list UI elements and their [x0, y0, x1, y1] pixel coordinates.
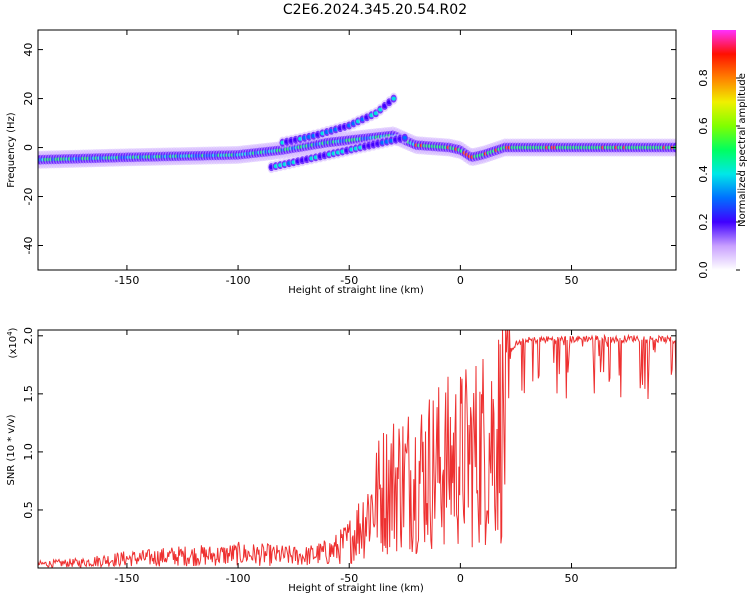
- x-tick-label: -100: [226, 572, 251, 585]
- x-tick-label: 0: [457, 274, 464, 287]
- y-tick-label: 0: [22, 144, 35, 151]
- y-tick-label: 2.0: [22, 327, 35, 345]
- y-scale-label: (x104): [6, 327, 19, 358]
- colorbar-tick-label: 0.2: [697, 213, 710, 231]
- top-plot-frame: [37, 29, 677, 271]
- snr-series-line: [38, 330, 676, 568]
- bottom-y-axis-label: SNR (10 * v/v): [6, 414, 17, 485]
- colorbar: [712, 30, 736, 270]
- top-plot-axes: -150 -100 -50 0 50 -40 -20 0 20 40: [22, 30, 676, 287]
- y-tick-label: -20: [22, 188, 35, 206]
- colorbar-tick-label: 0.4: [697, 165, 710, 183]
- y-tick-label: 1.0: [22, 443, 35, 461]
- colorbar-tick-label: 0.6: [697, 117, 710, 135]
- bottom-plot-frame: [37, 329, 677, 569]
- x-tick-label: -100: [226, 274, 251, 287]
- snr-plot-area: [38, 330, 676, 568]
- x-tick-label: -150: [114, 572, 139, 585]
- colorbar-tick-label: 0.8: [697, 69, 710, 87]
- spectrogram-plot-area: [38, 92, 676, 174]
- bottom-x-axis-label: Height of straight line (km): [288, 583, 424, 594]
- spectral-core: [391, 96, 396, 101]
- x-tick-label: -50: [340, 274, 358, 287]
- x-tick-label: -50: [340, 572, 358, 585]
- x-tick-label: -150: [114, 274, 139, 287]
- y-tick-label: 20: [22, 92, 35, 106]
- top-y-axis-label: Frequency (Hz): [6, 112, 17, 188]
- x-tick-label: 0: [457, 572, 464, 585]
- y-tick-label: 0.5: [22, 501, 35, 519]
- colorbar-label: Normalized spectral amplitude: [737, 73, 748, 227]
- y-tick-label: 1.5: [22, 385, 35, 403]
- colorbar-tick-label: 0.0: [697, 261, 710, 279]
- top-x-axis-label: Height of straight line (km): [288, 285, 424, 296]
- x-tick-label: 50: [565, 572, 579, 585]
- bottom-plot-axes: -150 -100 -50 0 50 0.5 1.0 1.5 2.0: [22, 327, 676, 585]
- y-tick-label: 40: [22, 43, 35, 57]
- y-tick-label: -40: [22, 237, 35, 255]
- colorbar-axis: 0.0 0.2 0.4 0.6 0.8: [697, 69, 740, 279]
- chart-title: C2E6.2024.345.20.54.R02: [282, 2, 468, 18]
- x-tick-label: 50: [565, 274, 579, 287]
- spectral-core: [402, 135, 407, 140]
